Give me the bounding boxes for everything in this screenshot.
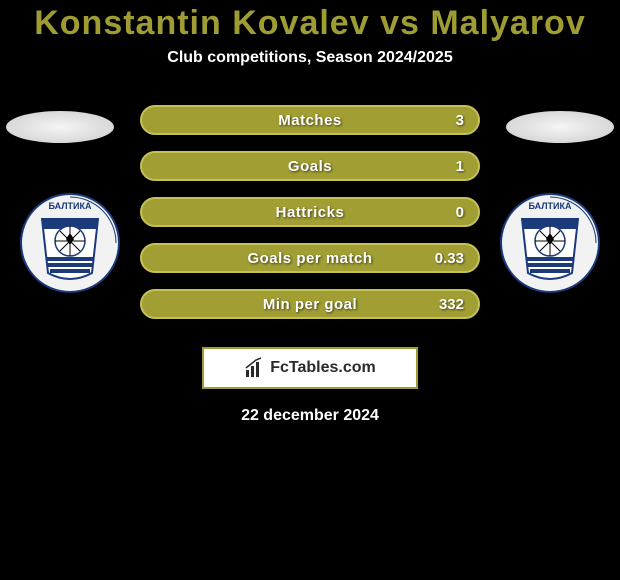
stat-label: Hattricks [276,204,345,221]
club-badge-left: БАЛТИКА [20,193,120,293]
stat-label: Matches [278,112,342,129]
brand-box: FcTables.com [202,347,418,389]
brand-text: FcTables.com [270,359,376,377]
stat-row-min-per-goal: Min per goal 332 [140,289,480,319]
stat-value: 0.33 [435,250,464,267]
stat-value: 0 [456,204,464,221]
comparison-title: Konstantin Kovalev vs Malyarov [0,0,620,43]
bar-chart-icon [244,357,266,379]
stat-row-hattricks: Hattricks 0 [140,197,480,227]
stat-row-matches: Matches 3 [140,105,480,135]
comparison-content: БАЛТИКА БАЛТИКА Matches [0,105,620,425]
player-left-placeholder [6,111,114,143]
season-subtitle: Club competitions, Season 2024/2025 [0,49,620,67]
stat-value: 1 [456,158,464,175]
stats-rows: Matches 3 Goals 1 Hattricks 0 Goals per … [140,105,480,319]
stat-value: 332 [439,296,464,313]
stat-label: Goals per match [247,250,372,267]
baltika-crest-icon: БАЛТИКА [20,193,120,293]
date-text: 22 december 2024 [0,407,620,425]
stat-label: Min per goal [263,296,357,313]
svg-text:БАЛТИКА: БАЛТИКА [528,201,572,211]
stat-row-goals-per-match: Goals per match 0.33 [140,243,480,273]
club-badge-right: БАЛТИКА [500,193,600,293]
stat-label: Goals [288,158,332,175]
player-right-placeholder [506,111,614,143]
stat-row-goals: Goals 1 [140,151,480,181]
baltika-crest-icon: БАЛТИКА [500,193,600,293]
svg-text:БАЛТИКА: БАЛТИКА [48,201,92,211]
stat-value: 3 [456,112,464,129]
